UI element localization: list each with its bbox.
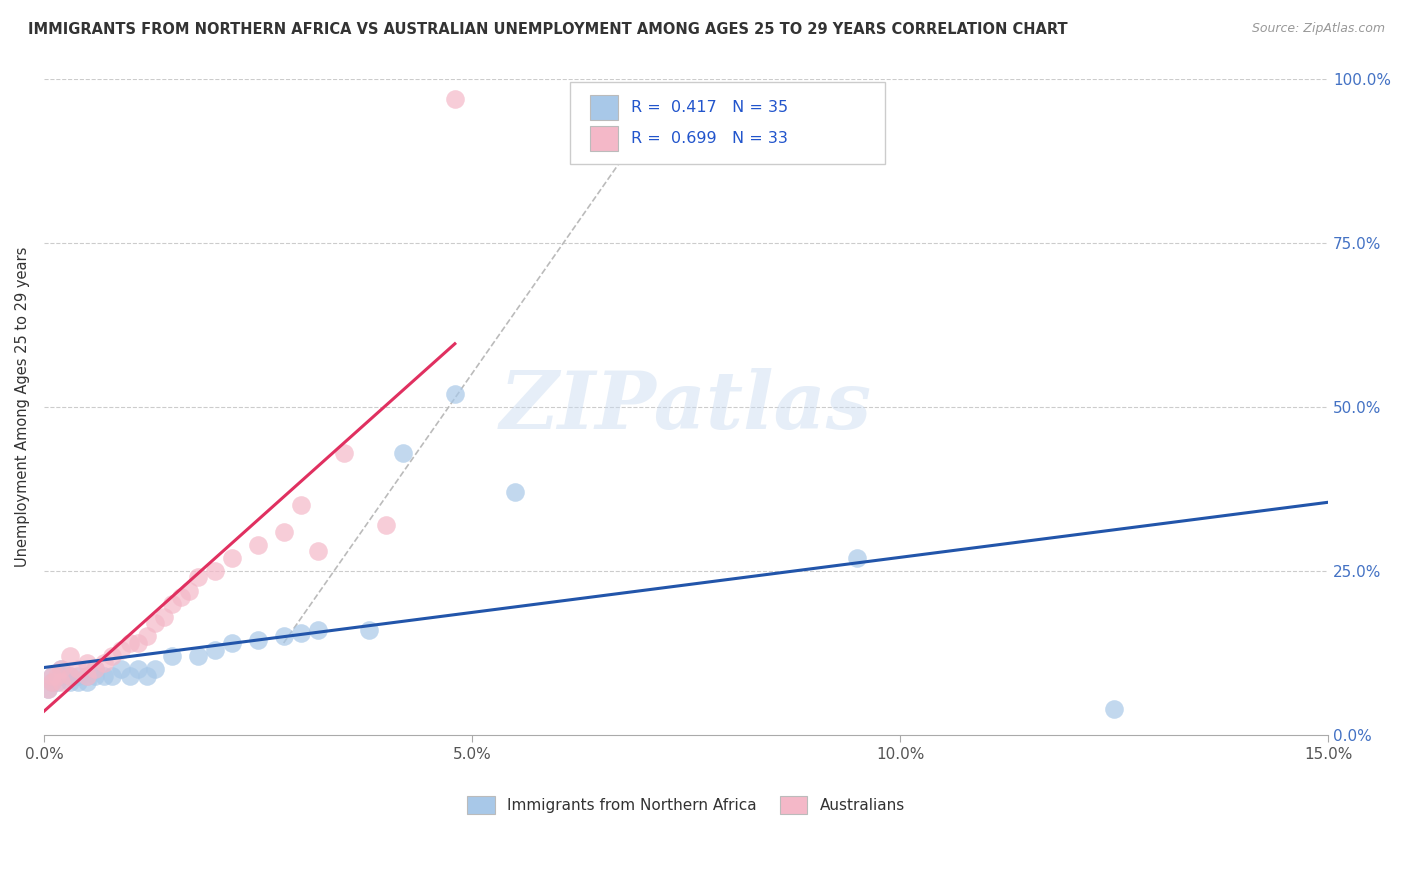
Text: R =  0.417   N = 35: R = 0.417 N = 35 [631, 100, 787, 115]
Point [290, 498, 312, 512]
Point [143, 616, 166, 631]
Y-axis label: Unemployment Among Ages 25 to 29 years: Unemployment Among Ages 25 to 29 years [15, 247, 30, 567]
Point [162, 597, 184, 611]
Point [392, 446, 415, 460]
Point [45, 669, 67, 683]
Point [93, 669, 115, 683]
Point [444, 92, 467, 106]
Point [187, 570, 209, 584]
Point [101, 669, 124, 683]
Point [444, 386, 467, 401]
FancyBboxPatch shape [589, 126, 619, 151]
Point [118, 669, 141, 683]
Point [162, 649, 184, 664]
Point [846, 550, 869, 565]
Point [76, 656, 98, 670]
Point [246, 632, 269, 647]
Point [273, 630, 295, 644]
Point [49, 662, 72, 676]
Point [290, 626, 312, 640]
Point [221, 550, 243, 565]
Text: IMMIGRANTS FROM NORTHERN AFRICA VS AUSTRALIAN UNEMPLOYMENT AMONG AGES 25 TO 29 Y: IMMIGRANTS FROM NORTHERN AFRICA VS AUSTR… [28, 22, 1067, 37]
Point [41, 669, 63, 683]
Text: R =  0.699   N = 33: R = 0.699 N = 33 [631, 131, 787, 146]
Point [152, 609, 174, 624]
Point [58, 669, 80, 683]
Point [143, 662, 166, 676]
Point [246, 538, 269, 552]
Point [187, 649, 209, 664]
FancyBboxPatch shape [571, 82, 884, 164]
Point [135, 630, 157, 644]
Point [49, 662, 72, 676]
Point [41, 675, 63, 690]
Legend: Immigrants from Northern Africa, Australians: Immigrants from Northern Africa, Austral… [460, 789, 912, 822]
Point [49, 669, 72, 683]
Point [307, 544, 329, 558]
Point [58, 675, 80, 690]
Point [67, 662, 90, 676]
Point [41, 675, 63, 690]
Point [359, 623, 381, 637]
Point [375, 518, 398, 533]
FancyBboxPatch shape [589, 95, 619, 120]
Point [135, 669, 157, 683]
Point [76, 675, 98, 690]
Point [37, 681, 59, 696]
Point [101, 649, 124, 664]
Point [76, 669, 98, 683]
Point [204, 564, 226, 578]
Point [67, 669, 90, 683]
Point [127, 636, 149, 650]
Point [41, 669, 63, 683]
Point [110, 662, 132, 676]
Point [118, 636, 141, 650]
Text: Source: ZipAtlas.com: Source: ZipAtlas.com [1251, 22, 1385, 36]
Point [84, 662, 107, 676]
Point [84, 662, 107, 676]
Point [273, 524, 295, 539]
Text: ZIPatlas: ZIPatlas [501, 368, 872, 446]
Point [1102, 701, 1125, 715]
Point [170, 590, 193, 604]
Point [110, 642, 132, 657]
Point [58, 669, 80, 683]
Point [84, 669, 107, 683]
Point [58, 649, 80, 664]
Point [76, 669, 98, 683]
Point [204, 642, 226, 657]
Point [37, 681, 59, 696]
Point [49, 675, 72, 690]
Point [179, 583, 201, 598]
Point [67, 675, 90, 690]
Point [332, 446, 354, 460]
Point [503, 485, 526, 500]
Point [45, 675, 67, 690]
Point [307, 623, 329, 637]
Point [221, 636, 243, 650]
Point [127, 662, 149, 676]
Point [93, 656, 115, 670]
